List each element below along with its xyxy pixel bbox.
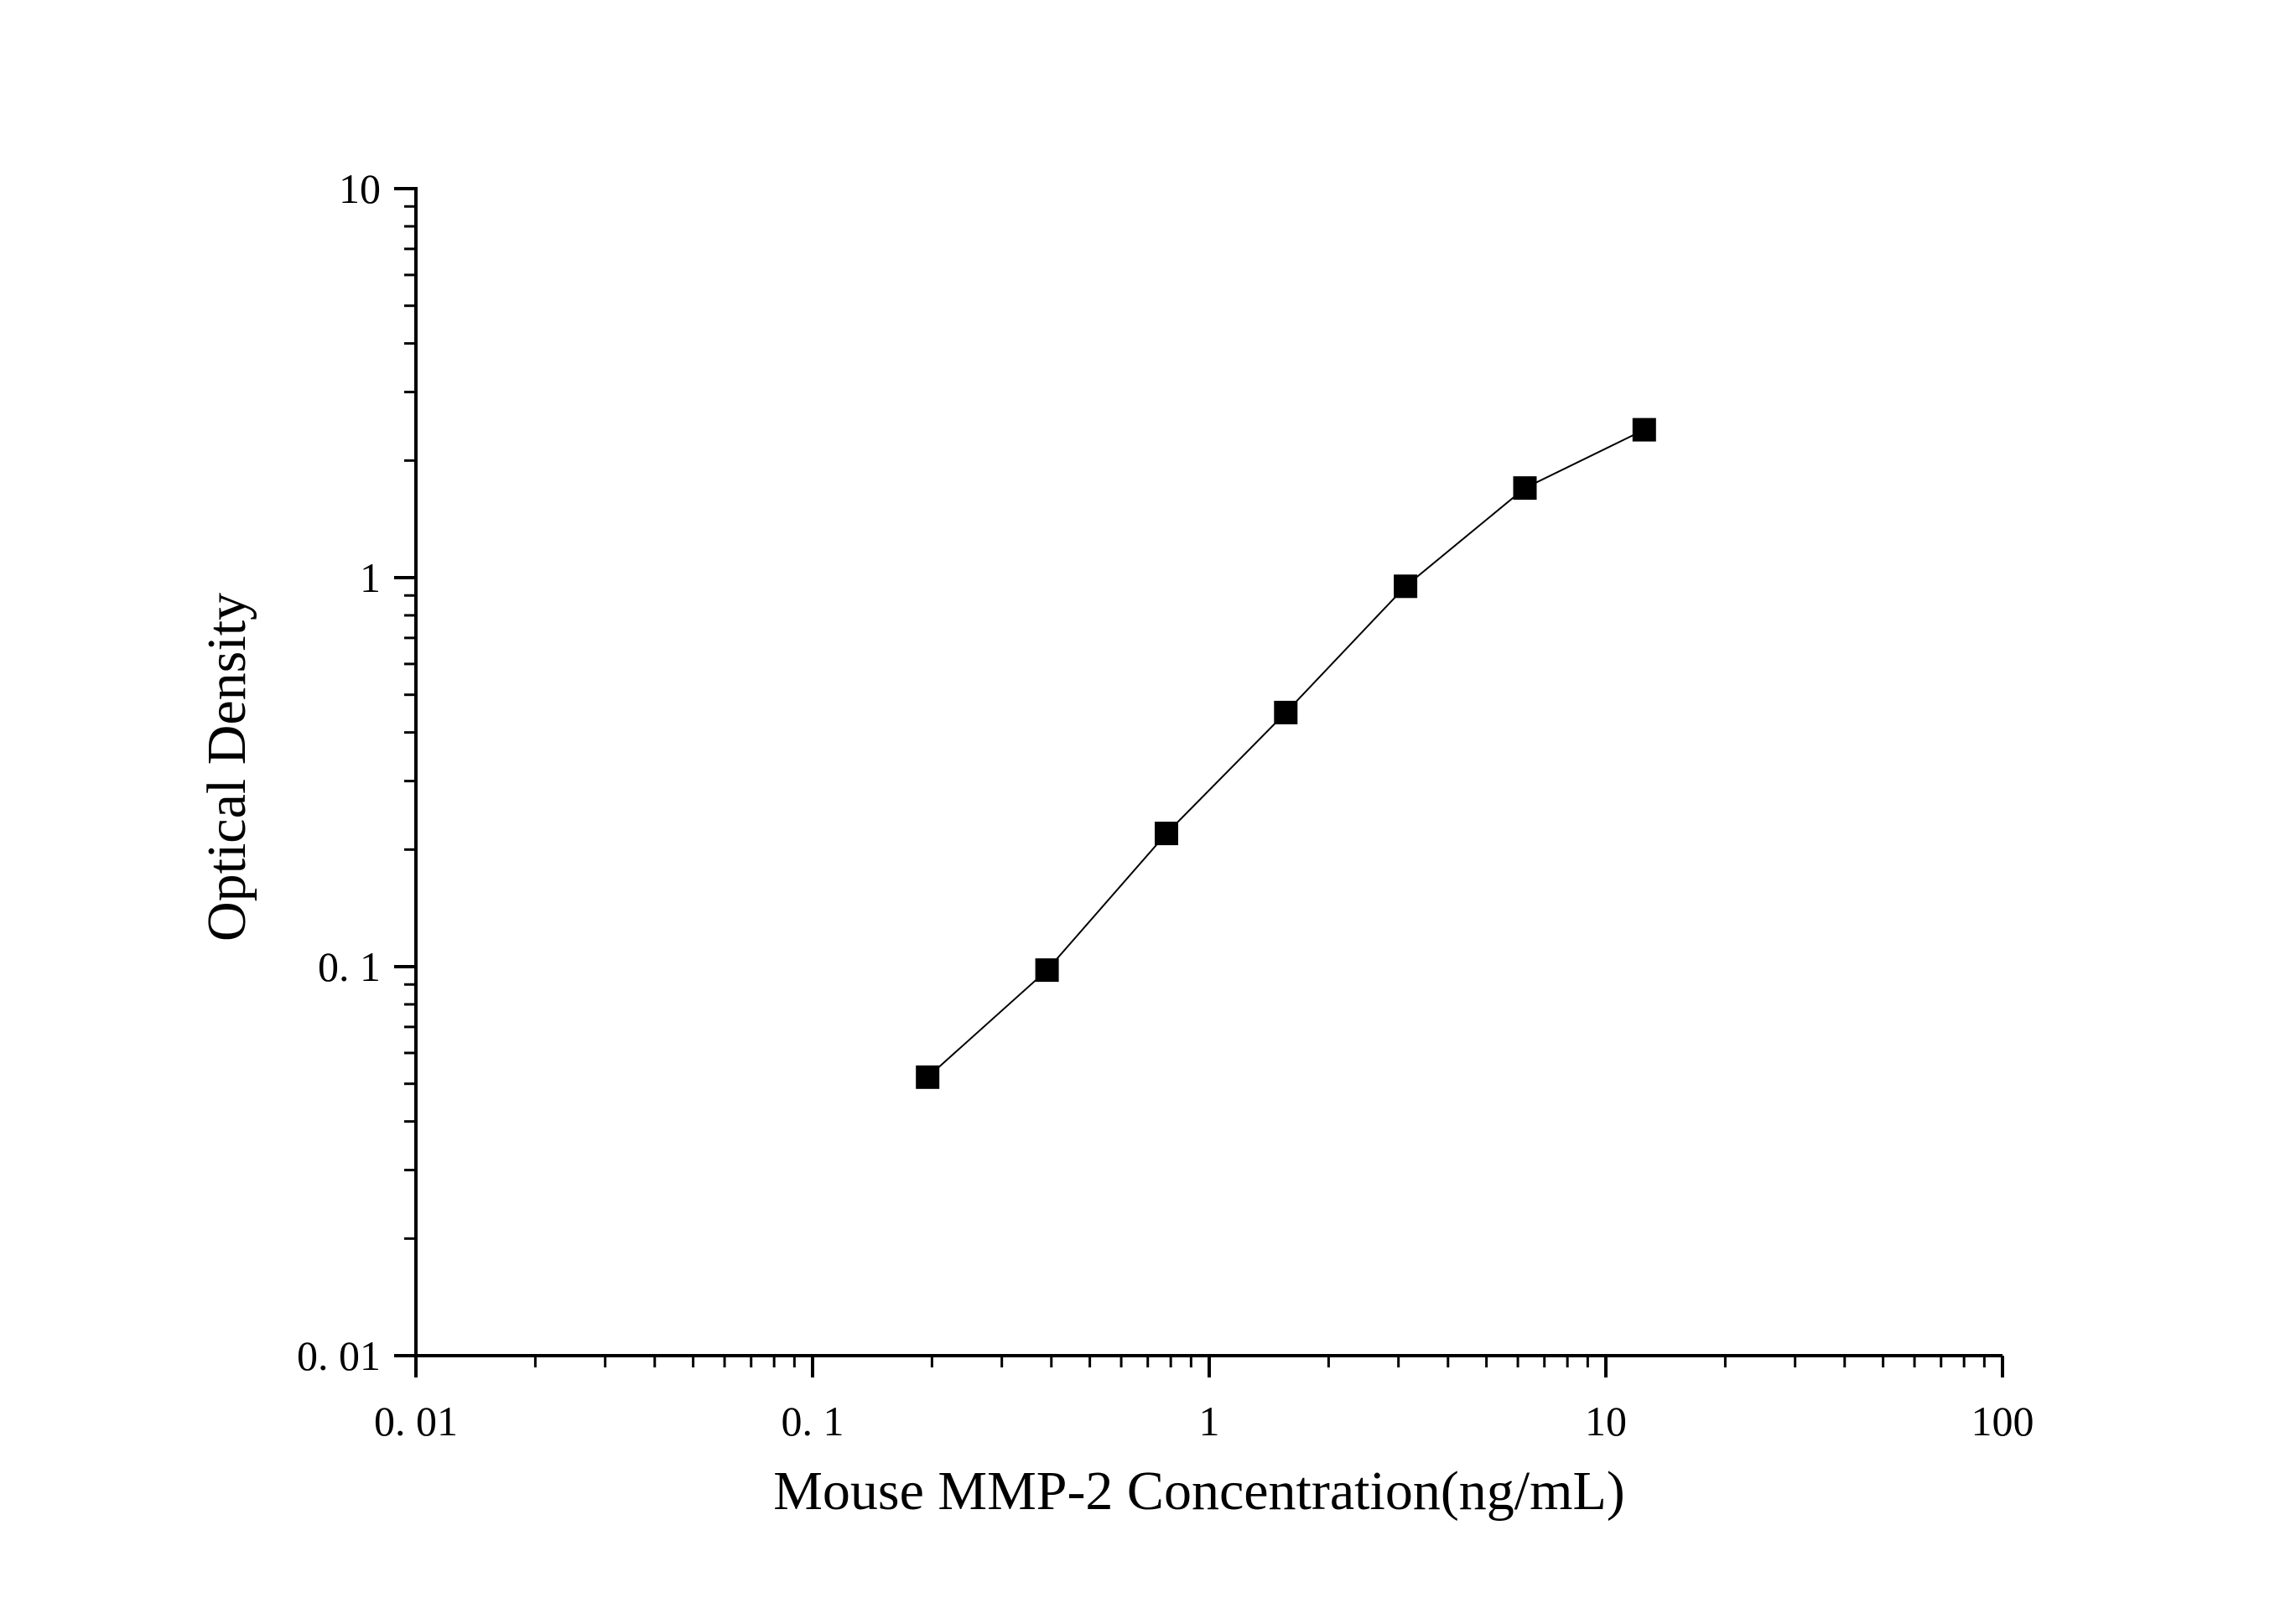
data-point-marker [1394,574,1418,599]
y-tick-label: 0. 1 [318,943,381,990]
x-tick-label: 0. 01 [374,1398,458,1445]
x-tick-label: 10 [1585,1398,1627,1445]
axes [414,187,2003,1357]
y-axis-title: Optical Density [196,593,257,942]
data-point-marker [1035,958,1059,983]
data-point-marker [1632,418,1656,442]
data-point-marker [1274,700,1298,724]
data-series [916,418,1656,1089]
x-axis-title: Mouse MMP-2 Concentration(ng/mL) [773,1460,1625,1522]
data-point-marker [1513,476,1537,501]
x-tick-label: 100 [1971,1398,2034,1445]
data-point-marker [916,1065,940,1089]
ticks: 0. 01 0. 1 1 10 100 0. 01 0. 1 1 10 [297,165,2034,1445]
y-tick-label: 0. 01 [297,1332,381,1379]
y-tick-label: 10 [339,165,381,212]
x-tick-label: 1 [1199,1398,1220,1445]
data-point-marker [1155,822,1178,846]
series-line [927,428,1645,1078]
x-tick-label: 0. 1 [782,1398,844,1445]
y-tick-label: 1 [360,554,381,601]
